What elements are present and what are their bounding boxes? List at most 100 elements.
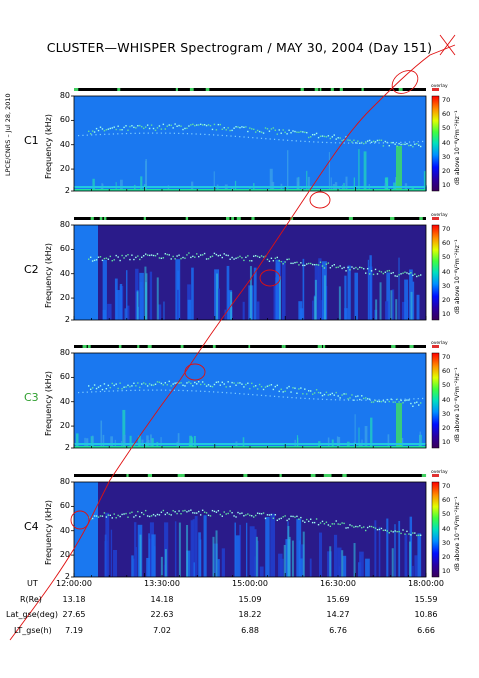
watermark-loop: [259, 269, 281, 287]
watermark-stroke: [9, 44, 456, 641]
plasma-line-dot: [308, 520, 310, 523]
plasma-line-dot: [211, 128, 214, 131]
plasma-line-dot: [121, 513, 123, 516]
plasma-line-dot: [201, 254, 204, 256]
colorbar: [431, 481, 440, 578]
plasma-line-dot: [97, 386, 100, 388]
emission-spike: [402, 301, 406, 320]
plasma-line-dot: [91, 130, 94, 132]
plasma-line-dot: [147, 132, 149, 134]
panel-c1: [71, 88, 440, 192]
y-tick-label: 80: [59, 477, 70, 486]
colorbar-tick-label: 70: [442, 225, 451, 233]
plasma-line-dot: [347, 399, 350, 401]
plasma-line-dot: [370, 525, 373, 528]
emission-spike: [254, 529, 257, 577]
plasma-line-dot: [408, 398, 411, 400]
plasma-line-dot: [384, 401, 387, 403]
plasma-line-dot: [89, 132, 92, 135]
plasma-line-dot: [366, 267, 369, 270]
status-mark: [348, 217, 353, 220]
plasma-line-dot: [353, 267, 355, 270]
plasma-line-dot: [164, 253, 167, 255]
emission-spike: [224, 309, 227, 320]
plasma-line-dot: [327, 524, 330, 526]
ephemeris-value: 14.27: [326, 610, 350, 619]
plasma-line-dot: [121, 133, 123, 135]
plasma-line-dot: [225, 129, 227, 131]
ephemeris-value: 7.19: [65, 626, 83, 635]
plasma-line-dot: [266, 258, 269, 261]
panel-label-c4: C4: [24, 520, 39, 533]
plasma-line-dot: [284, 261, 286, 263]
plasma-line-dot: [123, 513, 125, 515]
plasma-line-dot: [139, 386, 141, 389]
plasma-line-dot: [113, 126, 115, 128]
plasma-line-dot: [152, 127, 155, 130]
plasma-line-dot: [274, 257, 277, 259]
plasma-line-dot: [91, 260, 94, 262]
emission-spike: [193, 435, 196, 448]
plasma-line-dot: [231, 512, 233, 514]
status-mark: [87, 345, 91, 348]
plasma-line-dot: [99, 385, 102, 387]
plasma-line-dot: [380, 527, 383, 530]
plasma-line-dot: [368, 273, 371, 275]
emission-spike: [221, 548, 225, 577]
plasma-line-dot: [231, 381, 233, 384]
plasma-line-dot: [368, 398, 371, 400]
emission-spike: [286, 150, 289, 191]
plasma-line-dot: [217, 391, 219, 393]
plasma-line-dot: [380, 271, 383, 273]
plasma-line-dot: [319, 135, 322, 138]
emission-spike: [395, 177, 397, 191]
colorbar-tick-label: 30: [442, 152, 451, 161]
plasma-line-dot: [245, 126, 247, 128]
colorbar-tick-label: 70: [442, 96, 451, 104]
plasma-line-dot: [231, 129, 233, 132]
plasma-line-dot: [365, 142, 367, 144]
plasma-line-dot: [247, 255, 249, 257]
plasma-line-dot: [99, 390, 101, 393]
plasma-line-dot: [256, 388, 259, 390]
emission-spike: [129, 435, 132, 448]
emission-spike: [119, 283, 123, 320]
plasma-line-dot: [256, 394, 258, 396]
plasma-line-dot: [313, 392, 316, 394]
plasma-line-dot: [172, 383, 174, 385]
plasma-line-dot: [78, 134, 80, 137]
plasma-line-dot: [99, 515, 102, 517]
plasma-line-dot: [141, 511, 143, 514]
plasma-line-dot: [103, 512, 106, 514]
y-tick-label: 60: [59, 244, 70, 254]
emission-spike: [379, 282, 382, 320]
plasma-line-dot: [117, 133, 119, 135]
plasma-line-dot: [235, 257, 237, 259]
plasma-line-dot: [272, 517, 275, 519]
plasma-line-dot: [394, 401, 396, 403]
plasma-line-dot: [135, 256, 137, 259]
plasma-line-dot: [219, 513, 222, 516]
plasma-line-dot: [243, 259, 245, 262]
plasma-line-dot: [241, 126, 243, 128]
emission-spike: [92, 178, 95, 191]
plasma-line-dot: [146, 124, 149, 126]
plasma-line-dot: [406, 272, 408, 274]
emission-spike: [329, 546, 332, 577]
plasma-line-dot: [249, 514, 251, 517]
plasma-line-dot: [319, 261, 322, 263]
plasma-line-dot: [376, 528, 379, 531]
plasma-line-dot: [123, 257, 125, 259]
colorbar-tick-label: 30: [442, 281, 451, 290]
plasma-line-dot: [89, 388, 92, 391]
ephemeris-value: 15.59: [414, 595, 438, 604]
plasma-line-dot: [254, 514, 257, 517]
emission-spike: [396, 146, 402, 191]
status-mark: [117, 88, 121, 91]
plasma-line-dot: [292, 130, 294, 132]
y-tick-label: 40: [59, 396, 70, 406]
plasma-line-dot: [378, 139, 381, 141]
plasma-line-dot: [107, 514, 110, 516]
emission-spike: [384, 301, 389, 320]
status-mark: [243, 474, 248, 477]
